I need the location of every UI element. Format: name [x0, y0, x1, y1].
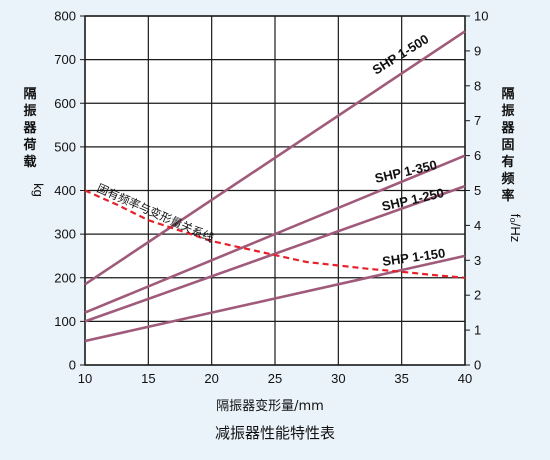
- left-tick-label: 700: [54, 52, 76, 67]
- svg-text:有: 有: [501, 154, 514, 170]
- series-line-shp-1-150: [84, 254, 466, 343]
- right-tick-label: 6: [474, 148, 481, 163]
- series-lines: [84, 30, 466, 343]
- right-axis-unit: f₀/Hz: [508, 214, 523, 243]
- left-tick-label: 0: [69, 358, 76, 373]
- svg-text:器: 器: [22, 121, 37, 136]
- right-tick-label: 1: [474, 323, 481, 338]
- left-tick-label: 300: [54, 227, 76, 242]
- right-tick-label: 8: [474, 78, 481, 93]
- x-tick-label: 30: [331, 371, 345, 386]
- right-tick-label: 2: [474, 288, 481, 303]
- svg-text:隔: 隔: [501, 86, 514, 102]
- right-tick-label: 0: [474, 358, 481, 373]
- series-line-shp-1-350: [84, 154, 466, 314]
- svg-text:频: 频: [501, 171, 514, 187]
- right-tick-label: 9: [474, 43, 481, 58]
- svg-text:载: 载: [23, 154, 36, 170]
- left-axis-ticks: 0 100 200 300 400 500 600 700 800: [54, 9, 85, 373]
- left-tick-label: 800: [54, 9, 76, 24]
- right-tick-label: 3: [474, 253, 481, 268]
- series-line-shp-1-500: [84, 30, 466, 286]
- svg-text:振: 振: [501, 103, 514, 119]
- x-tick-label: 40: [458, 371, 472, 386]
- x-tick-label: 25: [268, 371, 282, 386]
- right-axis-ticks: 0 1 2 3 4 5 6 7 8 9 10: [465, 9, 488, 373]
- right-tick-label: 10: [474, 9, 488, 24]
- svg-text:器: 器: [500, 121, 515, 136]
- series-line-shp-1-250: [84, 184, 466, 323]
- svg-text:荷: 荷: [22, 137, 36, 153]
- left-tick-label: 400: [54, 183, 76, 198]
- right-tick-label: 5: [474, 183, 481, 198]
- svg-text:振: 振: [23, 103, 36, 119]
- left-tick-label: 200: [54, 270, 76, 285]
- right-tick-label: 4: [474, 218, 481, 233]
- x-tick-label: 35: [394, 371, 408, 386]
- left-tick-label: 100: [54, 314, 76, 329]
- frequency-curve: [84, 189, 466, 279]
- x-tick-label: 20: [204, 371, 218, 386]
- svg-text:率: 率: [501, 188, 514, 204]
- x-tick-label: 15: [141, 371, 155, 386]
- x-axis-label: 隔振器变形量/mm: [216, 398, 324, 414]
- svg-text:隔: 隔: [23, 86, 36, 102]
- left-tick-label: 600: [54, 96, 76, 111]
- left-tick-label: 500: [54, 139, 76, 154]
- chart-title: 减振器性能特性表: [215, 424, 335, 442]
- right-tick-label: 7: [474, 113, 481, 128]
- left-axis-unit: kg: [31, 183, 46, 197]
- x-tick-label: 10: [78, 371, 92, 386]
- svg-text:固: 固: [501, 138, 514, 153]
- x-axis-ticks: 10 15 20 25 30 35 40: [78, 371, 472, 386]
